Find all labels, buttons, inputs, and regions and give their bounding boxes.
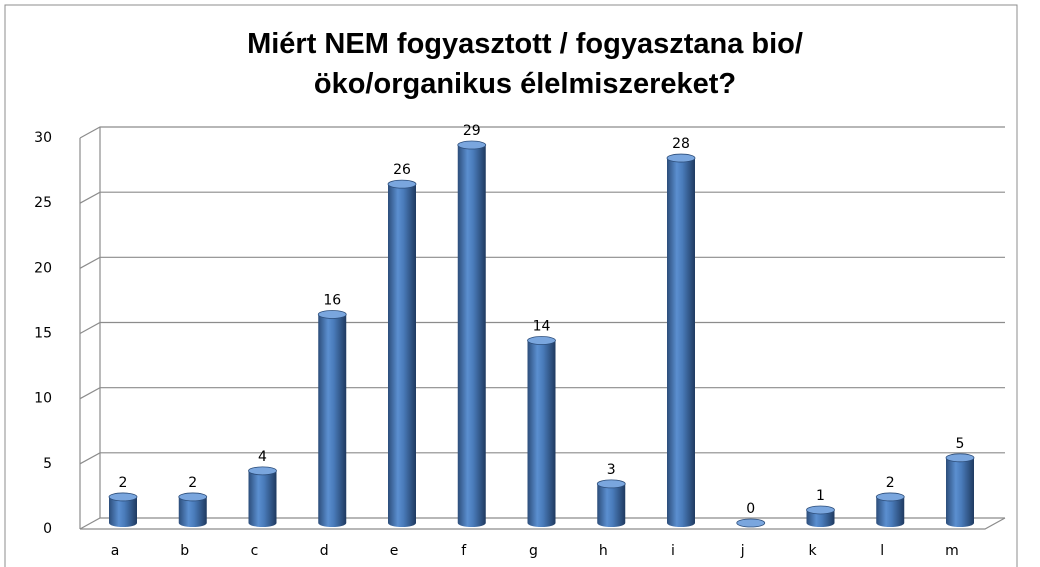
grid-line (79, 321, 1005, 335)
data-label: 16 (323, 292, 341, 308)
bar (317, 310, 347, 527)
data-label: 26 (393, 162, 411, 178)
x-tick-label: e (390, 543, 399, 559)
y-tick-label: 20 (34, 260, 52, 276)
bar (457, 140, 487, 528)
data-label: 4 (258, 449, 267, 465)
grid-line (79, 517, 1005, 530)
data-label: 1 (816, 488, 825, 504)
bar (178, 492, 208, 527)
chart-title: Miért NEM fogyasztott / fogyasztana bio/… (247, 28, 803, 100)
x-tick-label: g (529, 543, 538, 559)
bar (806, 505, 835, 527)
bar (666, 153, 696, 528)
bar (108, 492, 138, 527)
grid-line (79, 387, 1005, 400)
bar (596, 479, 626, 527)
data-label: 28 (672, 136, 690, 152)
data-label: 3 (607, 462, 616, 478)
data-label: 2 (188, 475, 197, 491)
x-tick-label: j (740, 543, 745, 559)
data-label: 14 (533, 319, 551, 335)
x-tick-label: b (180, 543, 189, 559)
floor-line (80, 517, 1006, 530)
bar (387, 179, 417, 527)
bar (945, 453, 975, 527)
y-tick-label: 25 (34, 195, 52, 211)
bar (875, 492, 905, 527)
y-tick-label: 10 (34, 391, 52, 407)
data-label: 2 (119, 475, 128, 491)
x-tick-label: c (251, 543, 259, 559)
bar (248, 466, 277, 527)
x-tick-label: h (599, 543, 608, 559)
data-label: 0 (746, 501, 755, 517)
x-tick-label: m (945, 543, 959, 559)
y-tick-label: 5 (43, 456, 52, 472)
grid-line (79, 191, 1005, 204)
x-tick-label: i (671, 543, 675, 559)
data-label: 5 (956, 436, 965, 452)
x-tick-label: l (880, 543, 884, 559)
data-label: 29 (463, 123, 481, 139)
x-tick-label: k (808, 543, 817, 559)
bar (736, 518, 766, 528)
grid-line (79, 256, 1005, 269)
grid-line (79, 126, 1005, 139)
grid-line (79, 452, 1005, 465)
x-tick-label: d (320, 543, 329, 559)
y-tick-label: 0 (43, 521, 52, 537)
data-label: 2 (886, 475, 895, 491)
y-tick-label: 15 (34, 326, 52, 342)
chart-border (4, 4, 1018, 567)
bar (527, 336, 556, 527)
x-tick-label: a (111, 543, 120, 559)
x-tick-label: f (461, 543, 467, 559)
y-tick-label: 30 (34, 130, 52, 146)
